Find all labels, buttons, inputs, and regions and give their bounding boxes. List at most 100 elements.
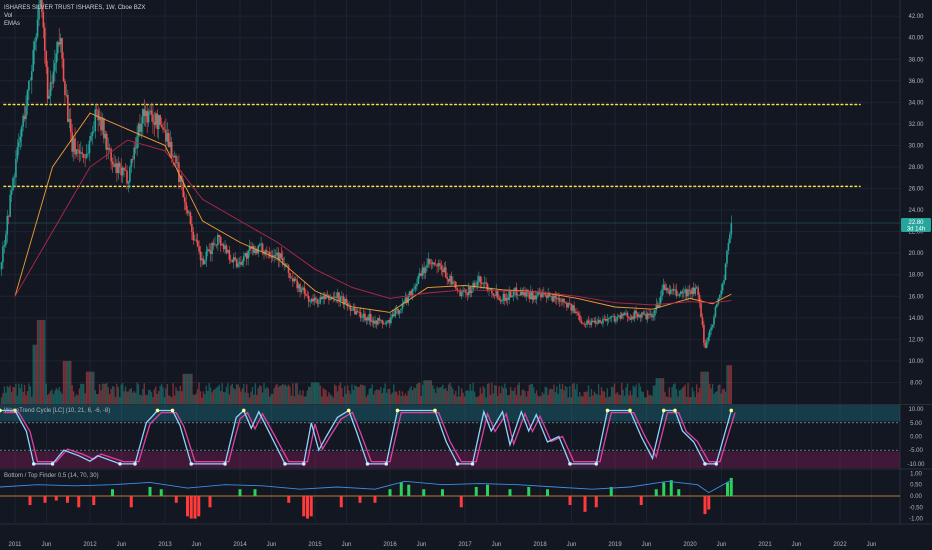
time-axis-label: Jun: [342, 542, 352, 548]
candle-body: [551, 296, 554, 302]
volume-bar: [124, 386, 127, 404]
candle-body: [365, 317, 368, 321]
candle-body: [610, 316, 613, 318]
volume-bar: [33, 344, 36, 404]
candle-body: [721, 283, 724, 291]
wavetrend-extreme-marker: [283, 462, 287, 466]
volume-bar: [75, 394, 78, 404]
finder-bar: [546, 489, 549, 496]
candle-body: [417, 276, 420, 284]
candle-body: [463, 290, 466, 291]
volume-bar: [534, 393, 536, 404]
candle-body: [573, 305, 575, 313]
volume-bar: [185, 373, 187, 404]
volume-bar: [46, 395, 49, 404]
volume-bar: [127, 391, 130, 404]
price-axis-label: 42.00: [908, 14, 924, 20]
price-axis-label: 20.00: [908, 251, 924, 257]
volume-bar: [26, 391, 29, 404]
candle-body: [672, 288, 675, 291]
candle-body: [651, 313, 653, 318]
volume-bar: [87, 371, 89, 404]
candle-body: [724, 263, 727, 281]
candle-body: [54, 63, 56, 72]
volume-bar: [622, 389, 624, 404]
wavetrend-label[interactable]: WaveTrend Cycle [LC] (10, 21, 6, -6, -8): [4, 408, 111, 414]
candle-body: [6, 215, 9, 235]
volume-bar: [243, 383, 245, 404]
volume-bar: [446, 390, 448, 404]
volume-bar: [5, 392, 7, 404]
volume-bar: [612, 387, 614, 404]
finder-bar: [186, 496, 189, 517]
candle-body: [299, 284, 301, 293]
volume-bar: [727, 365, 730, 404]
candle-body: [364, 313, 366, 321]
volume-bar: [517, 384, 519, 404]
ema-label[interactable]: EMAs: [4, 21, 21, 27]
candle-body: [159, 115, 161, 125]
candle-body: [511, 295, 513, 298]
candle-body: [183, 197, 186, 203]
candle-body: [237, 263, 239, 267]
candle-body: [163, 129, 166, 131]
candle-body: [485, 282, 487, 284]
wavetrend-axis-label: 10.00: [908, 407, 924, 413]
candle-body: [32, 50, 35, 72]
time-axis-label: 2011: [9, 542, 23, 548]
volume-bar: [145, 394, 147, 404]
volume-bar: [20, 383, 23, 404]
volume-bar: [142, 389, 144, 404]
candle-body: [214, 244, 216, 246]
volume-bar: [638, 383, 640, 404]
volume-bar: [545, 387, 548, 404]
volume-bar: [201, 397, 203, 404]
candle-body: [528, 292, 531, 299]
volume-bar: [633, 387, 636, 404]
volume-bar: [220, 390, 222, 404]
volume-bar: [372, 394, 375, 404]
volume-bar: [214, 388, 216, 404]
volume-bar: [577, 396, 580, 404]
candle-body: [442, 269, 444, 273]
candle-body: [586, 320, 588, 325]
candle-body: [227, 250, 229, 253]
candle-body: [303, 287, 306, 294]
volume-bar: [176, 390, 179, 404]
candle-body: [658, 303, 660, 308]
wavetrend-extreme-marker: [301, 462, 306, 466]
candle-body: [42, 12, 45, 28]
volume-bar: [359, 384, 362, 404]
volume-bar: [397, 395, 399, 404]
volume-bar: [628, 395, 630, 404]
price-axis-label: 10.00: [908, 359, 924, 365]
volume-bar: [308, 386, 310, 404]
candle-body: [329, 298, 332, 300]
candle-body: [535, 295, 538, 300]
candle-body: [590, 320, 593, 325]
candle-body: [296, 280, 298, 289]
volume-bar: [344, 386, 346, 404]
volume-bar: [707, 371, 709, 404]
candle-body: [238, 262, 241, 264]
volume-bar: [371, 384, 373, 404]
wavetrend-extreme-marker: [455, 462, 460, 466]
candle-body: [570, 303, 573, 311]
candle-body: [351, 310, 353, 311]
candle-body: [16, 147, 19, 159]
candle-body: [108, 148, 111, 150]
symbol-title[interactable]: ISHARES SILVER TRUST ISHARES, 1W, Cboe B…: [4, 5, 146, 11]
candle-body: [270, 256, 273, 258]
candle-body: [726, 250, 728, 264]
candle-body: [630, 316, 633, 320]
volume-bar: [299, 390, 301, 404]
candle-body: [103, 118, 105, 139]
volume-bar: [566, 387, 568, 404]
candle-body: [111, 161, 114, 165]
candle-body: [55, 53, 58, 64]
volume-label[interactable]: Vol: [4, 13, 13, 19]
volume-bar: [90, 371, 92, 404]
bottom-top-finder-label[interactable]: Bottom / Top Finder 0.5 (14, 70, 30): [4, 473, 99, 479]
